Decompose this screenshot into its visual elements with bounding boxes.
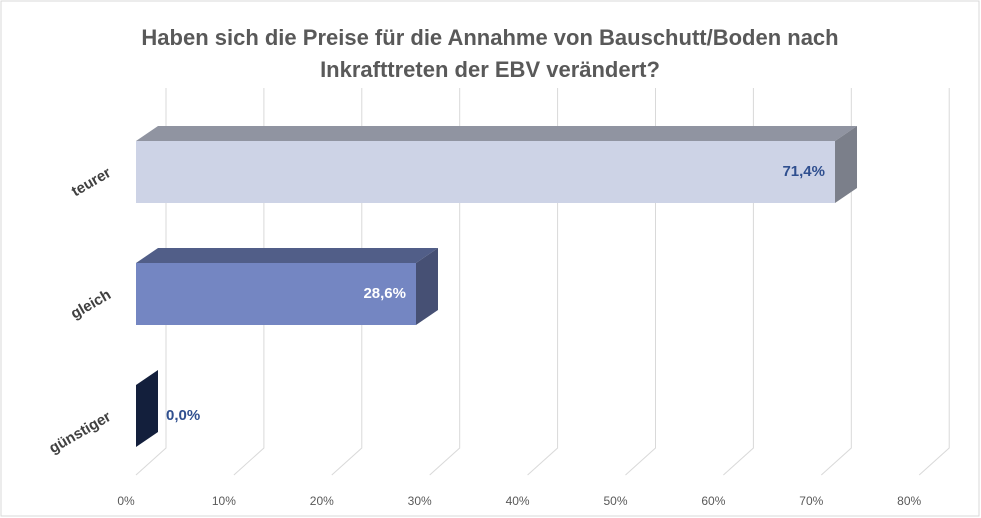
x-tick-label: 10% [212, 494, 236, 508]
grid-line [820, 88, 852, 476]
grid-line [331, 88, 363, 476]
chart-title: Haben sich die Preise für die Annahme vo… [141, 25, 839, 82]
x-tick-label: 60% [701, 494, 725, 508]
data-label: 0,0% [166, 407, 200, 424]
x-tick-label: 70% [799, 494, 823, 508]
grid-line [625, 88, 656, 476]
grid-line [135, 88, 167, 476]
y-tick-label: gleich [68, 286, 114, 322]
bar-side [136, 370, 158, 447]
y-tick-label: günstiger [46, 408, 114, 457]
grid-line [429, 88, 461, 476]
x-tick-label: 40% [506, 494, 530, 508]
x-tick-label: 0% [117, 494, 135, 508]
grid-line [918, 88, 950, 476]
data-label: 28,6% [363, 285, 406, 302]
x-tick-label: 20% [310, 494, 334, 508]
grid-line [233, 88, 265, 476]
grid-line [527, 88, 559, 476]
bar-top [136, 248, 438, 263]
x-tick-label: 50% [603, 494, 627, 508]
y-tick-label: teurer [69, 164, 114, 200]
bar [136, 141, 836, 203]
grid-line [723, 88, 754, 476]
bar [136, 263, 416, 325]
bar-side [835, 126, 858, 203]
x-tick-label: 80% [897, 494, 921, 508]
x-tick-label: 30% [408, 494, 432, 508]
data-label: 71,4% [782, 163, 825, 180]
bar-side [415, 248, 438, 325]
bar-top [136, 126, 858, 141]
